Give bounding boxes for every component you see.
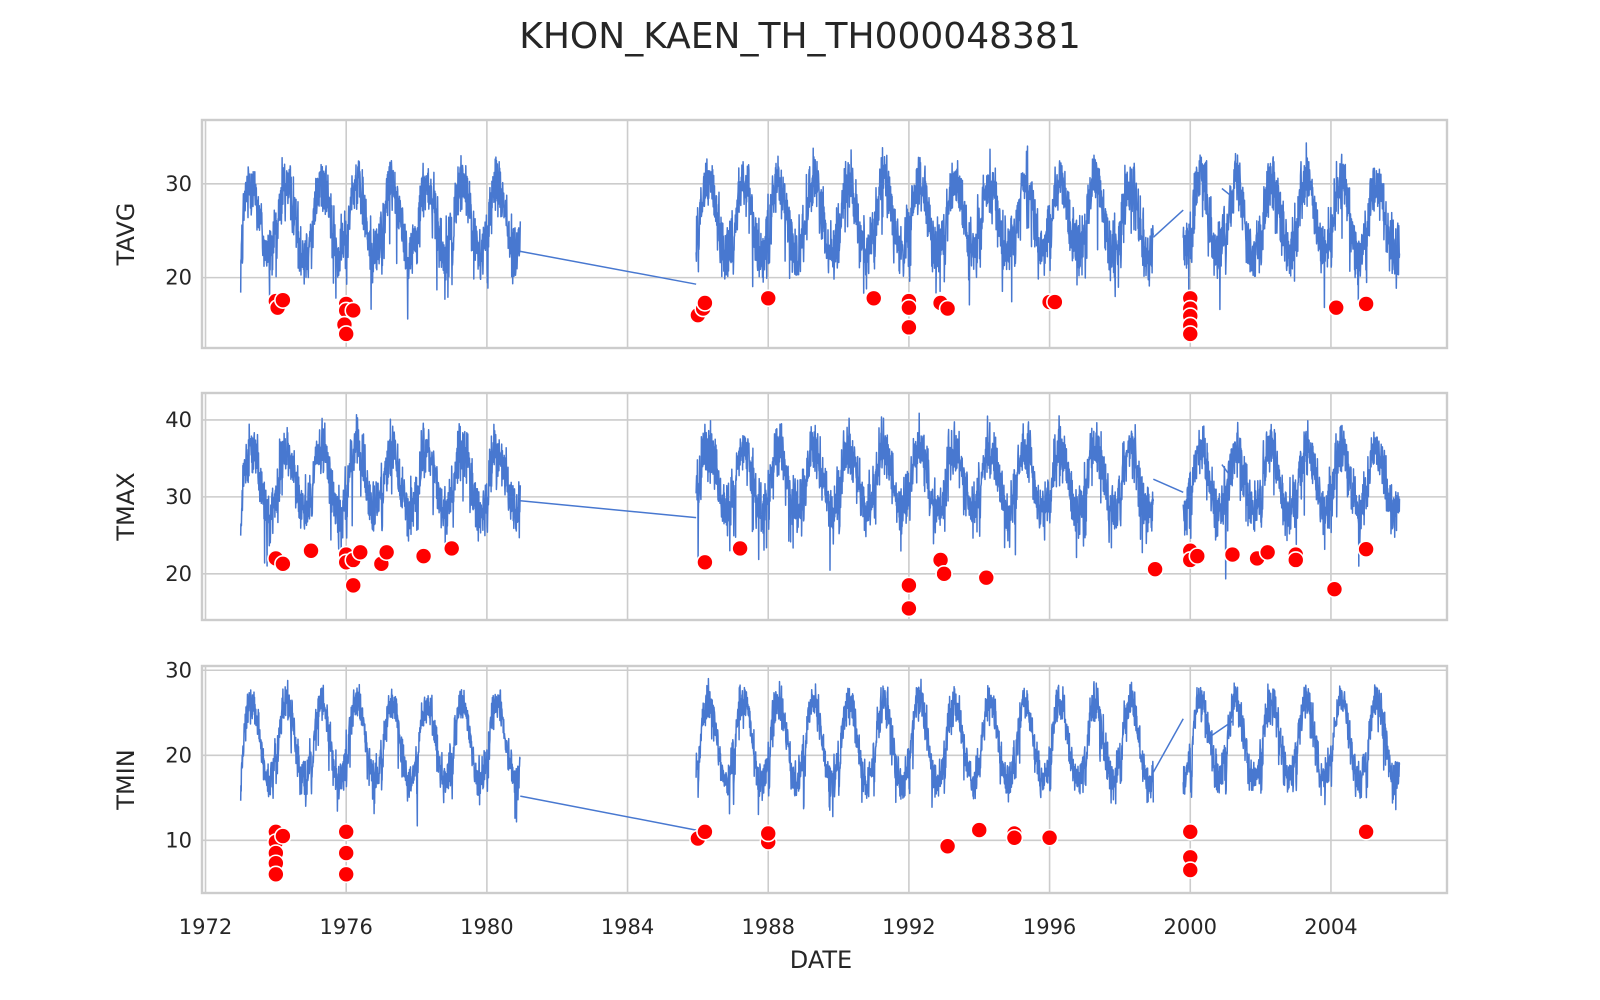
outlier-point xyxy=(337,325,355,343)
gap-connector xyxy=(1221,464,1234,480)
chart-title: KHON_KAEN_TH_TH000048381 xyxy=(519,16,1080,57)
series-line-2 xyxy=(1182,419,1401,580)
series-line-0 xyxy=(239,414,522,567)
x-tick-label: 2000 xyxy=(1164,915,1217,939)
outlier-point xyxy=(1181,861,1200,879)
x-tick-label: 1996 xyxy=(1023,915,1076,939)
outlier-point xyxy=(337,865,355,884)
gap-connector xyxy=(520,250,697,285)
y-tick-label: 30 xyxy=(165,485,192,509)
outlier-point xyxy=(1181,822,1200,841)
outlier-point xyxy=(900,576,918,595)
outlier-point xyxy=(1286,551,1305,569)
outlier-point xyxy=(1325,580,1344,599)
x-tick-label: 1988 xyxy=(742,915,795,939)
y-tick-label: 20 xyxy=(165,562,192,586)
panel-tmax: 20 30 40 TMAX xyxy=(112,391,1449,622)
gap-connector xyxy=(1210,720,1233,737)
outlier-point xyxy=(900,298,918,317)
x-tick-label: 1972 xyxy=(179,915,232,939)
outlier-point xyxy=(900,318,918,337)
outlier-point xyxy=(759,289,778,308)
outlier-point xyxy=(414,547,433,565)
outlier-point xyxy=(1146,560,1164,579)
outlier-point xyxy=(1357,822,1375,841)
outlier-point xyxy=(938,299,957,318)
series-line-2 xyxy=(1182,142,1401,311)
panel-frame xyxy=(200,391,1449,622)
outlier-point xyxy=(1046,293,1064,311)
outlier-point xyxy=(864,289,883,308)
x-tick-label: 1992 xyxy=(882,915,935,939)
outlier-point xyxy=(337,822,355,841)
series-line-2 xyxy=(1182,682,1401,811)
outlier-point xyxy=(344,301,363,320)
outlier-point xyxy=(731,539,749,558)
series-line-1 xyxy=(695,412,1155,572)
gap-connector xyxy=(520,499,697,519)
x-tick-label: 1980 xyxy=(460,915,513,939)
gap-connector xyxy=(1153,478,1184,493)
panels: 20 30 TAVG 20 30 40 TMAX 10 20 30 TMIN xyxy=(112,118,1449,895)
outlier-point xyxy=(900,599,918,618)
series-line-0 xyxy=(239,679,521,827)
y-tick-label: 30 xyxy=(165,658,192,682)
outlier-point xyxy=(302,541,320,560)
outlier-point xyxy=(1188,547,1207,565)
y-tick-label: 30 xyxy=(165,172,192,196)
outlier-point xyxy=(938,837,957,856)
y-axis-label: TMAX xyxy=(112,472,140,541)
outlier-point xyxy=(337,844,355,862)
x-axis-label: DATE xyxy=(790,946,852,974)
y-tick-label: 40 xyxy=(165,408,192,432)
outlier-point xyxy=(1181,325,1200,343)
outlier-point xyxy=(274,827,292,845)
gap-connector xyxy=(520,795,697,831)
panel-tmin: 10 20 30 TMIN xyxy=(112,658,1449,895)
outlier-point xyxy=(377,543,396,562)
outlier-point xyxy=(267,865,285,884)
panel-frame xyxy=(200,664,1449,895)
outlier-point xyxy=(1223,545,1242,564)
outlier-point xyxy=(442,539,461,558)
outlier-point xyxy=(977,568,996,587)
outlier-point xyxy=(759,824,778,843)
y-axis-label: TAVG xyxy=(112,203,140,267)
outlier-point xyxy=(935,565,953,583)
outlier-point xyxy=(351,543,370,562)
gap-connector xyxy=(1152,209,1184,238)
x-tick-label: 2004 xyxy=(1304,915,1357,939)
outlier-point xyxy=(1258,543,1277,562)
x-axis: 1972 1976 1980 1984 1988 1992 1996 2000 2004 xyxy=(179,915,1358,939)
outlier-point xyxy=(696,294,714,312)
series-line-1 xyxy=(695,677,1155,818)
outlier-point xyxy=(274,555,292,573)
y-tick-label: 20 xyxy=(165,266,192,290)
outlier-point xyxy=(1357,295,1375,313)
y-tick-label: 20 xyxy=(165,743,192,767)
y-tick-label: 10 xyxy=(165,828,192,852)
panel-frame xyxy=(200,118,1449,350)
outlier-point xyxy=(344,576,363,595)
outlier-point xyxy=(970,821,989,839)
x-tick-label: 1976 xyxy=(319,915,372,939)
outlier-point xyxy=(1040,828,1059,847)
outlier-point xyxy=(696,822,714,841)
y-axis-label: TMIN xyxy=(112,749,140,810)
outlier-point xyxy=(1327,298,1346,317)
outlier-point xyxy=(1005,828,1024,847)
series-line-0 xyxy=(239,155,522,320)
x-tick-label: 1984 xyxy=(601,915,654,939)
series-line-1 xyxy=(695,145,1155,306)
gap-connector xyxy=(1221,187,1233,198)
gap-connector xyxy=(1152,718,1184,773)
panel-tavg: 20 30 TAVG xyxy=(112,118,1449,350)
outlier-point xyxy=(696,553,714,572)
outlier-point xyxy=(1357,540,1375,559)
outlier-point xyxy=(274,291,292,309)
